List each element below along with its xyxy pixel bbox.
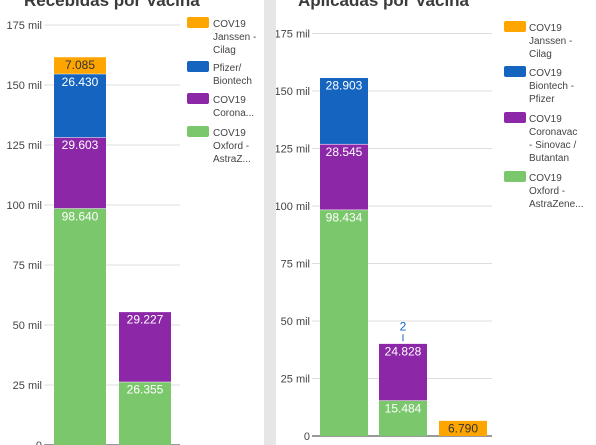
legend-label: COV19 [529,173,562,184]
bar-value-label: 28.903 [326,78,363,92]
bar-segment[interactable] [320,143,368,210]
legend-label: Pfizer/ [213,63,242,74]
bar-value-label: 15.484 [385,401,422,415]
legend-swatch[interactable] [504,21,526,32]
legend-label: COV19 [529,23,562,34]
legend-swatch[interactable] [187,93,209,104]
y-tick-label: 100 mil [7,200,42,212]
chart-panel-received: Recebidas por Vacina 0 25 mil 50 mil 75 mil… [0,0,264,445]
legend-label: COV19 [213,128,246,139]
legend-label: Oxford - [213,141,249,152]
legend-label: Cilag [213,45,236,56]
bar-segment[interactable] [379,343,427,401]
bar-segment[interactable] [439,420,487,436]
bar-segment[interactable] [54,137,106,209]
y-tick-label: 75 mil [281,259,310,271]
legend-label: COV19 [529,68,562,79]
bar-value-label: 29.603 [62,138,99,152]
legend-label: COV19 [529,114,562,125]
y-tick-label: 150 mil [7,80,42,92]
y-tick-label: 100 mil [276,201,310,213]
chart-panel-applied: Aplicadas por Vacina 0 25 mil 50 mil 75 mil… [276,0,596,445]
legend-swatch[interactable] [504,112,526,123]
legend-label: AstraZene... [529,199,583,210]
legend-label: Pfizer [529,94,555,105]
y-tick-label: 75 mil [13,260,42,272]
bar-segment[interactable] [320,77,368,144]
bar-value-label: 28.545 [326,145,363,159]
y-tick-label: 50 mil [13,320,42,332]
legend-swatch[interactable] [504,171,526,182]
chart-title: Aplicadas por Vacina [298,0,470,10]
bar-segment[interactable] [320,209,368,436]
legend-swatch[interactable] [187,17,209,28]
legend-label: Oxford - [529,186,565,197]
legend-label: Biontech - [529,81,574,92]
y-tick-label: 25 mil [13,380,42,392]
legend-swatch[interactable] [187,61,209,72]
y-tick-label: 125 mil [276,144,310,156]
legend-label: - Sinovac / [529,140,576,151]
legend-label: Janssen - [213,32,256,43]
bar-segment[interactable] [119,381,171,445]
legend-label: Butantan [529,153,569,164]
legend-label: Cilag [529,49,552,60]
bar-segment[interactable] [119,311,171,382]
y-tick-label: 150 mil [276,86,310,98]
y-tick-label: 175 mil [276,29,310,41]
bar-value-label: 26.355 [127,383,164,397]
legend-label: COV19 [213,19,246,30]
bar-value-label: 29.227 [127,313,164,327]
bar-value-label: 7.085 [65,58,95,72]
y-tick-label: 50 mil [281,316,310,328]
legend-label: Biontech [213,76,252,87]
y-tick-label: 125 mil [7,140,42,152]
legend-label: COV19 [213,95,246,106]
legend-label: Coronavac [529,127,577,138]
legend-swatch[interactable] [504,66,526,77]
y-tick-label: 0 [304,431,310,443]
bar-value-label: 26.430 [62,75,99,89]
bar-value-label: 98.434 [326,211,363,225]
legend-label: AstraZ... [213,154,251,165]
y-tick-label: 25 mil [281,374,310,386]
bar-value-label: 2 [400,319,407,333]
bar-segment[interactable] [54,208,106,445]
y-tick-label: 0 [36,440,42,445]
bar-segment[interactable] [54,56,106,74]
chart-received-svg: 0 25 mil 50 mil 75 mil 100 mil 125 mil 150 mil… [7,17,256,445]
chart-applied-svg: 0 25 mil 50 mil 75 mil 100 mil 125 mil 150 mil… [276,21,583,443]
chart-title: Recebidas por Vacina [24,0,200,10]
legend-swatch[interactable] [187,126,209,137]
bar-value-label: 98.640 [62,209,99,223]
bar-segment[interactable] [54,73,106,138]
bar-value-label: 6.790 [448,421,478,435]
bar-value-label: 24.828 [385,344,422,358]
legend-label: Janssen - [529,36,572,47]
bar-segment[interactable] [379,400,427,436]
y-tick-label: 175 mil [7,20,42,32]
legend-label: Corona... [213,108,254,119]
